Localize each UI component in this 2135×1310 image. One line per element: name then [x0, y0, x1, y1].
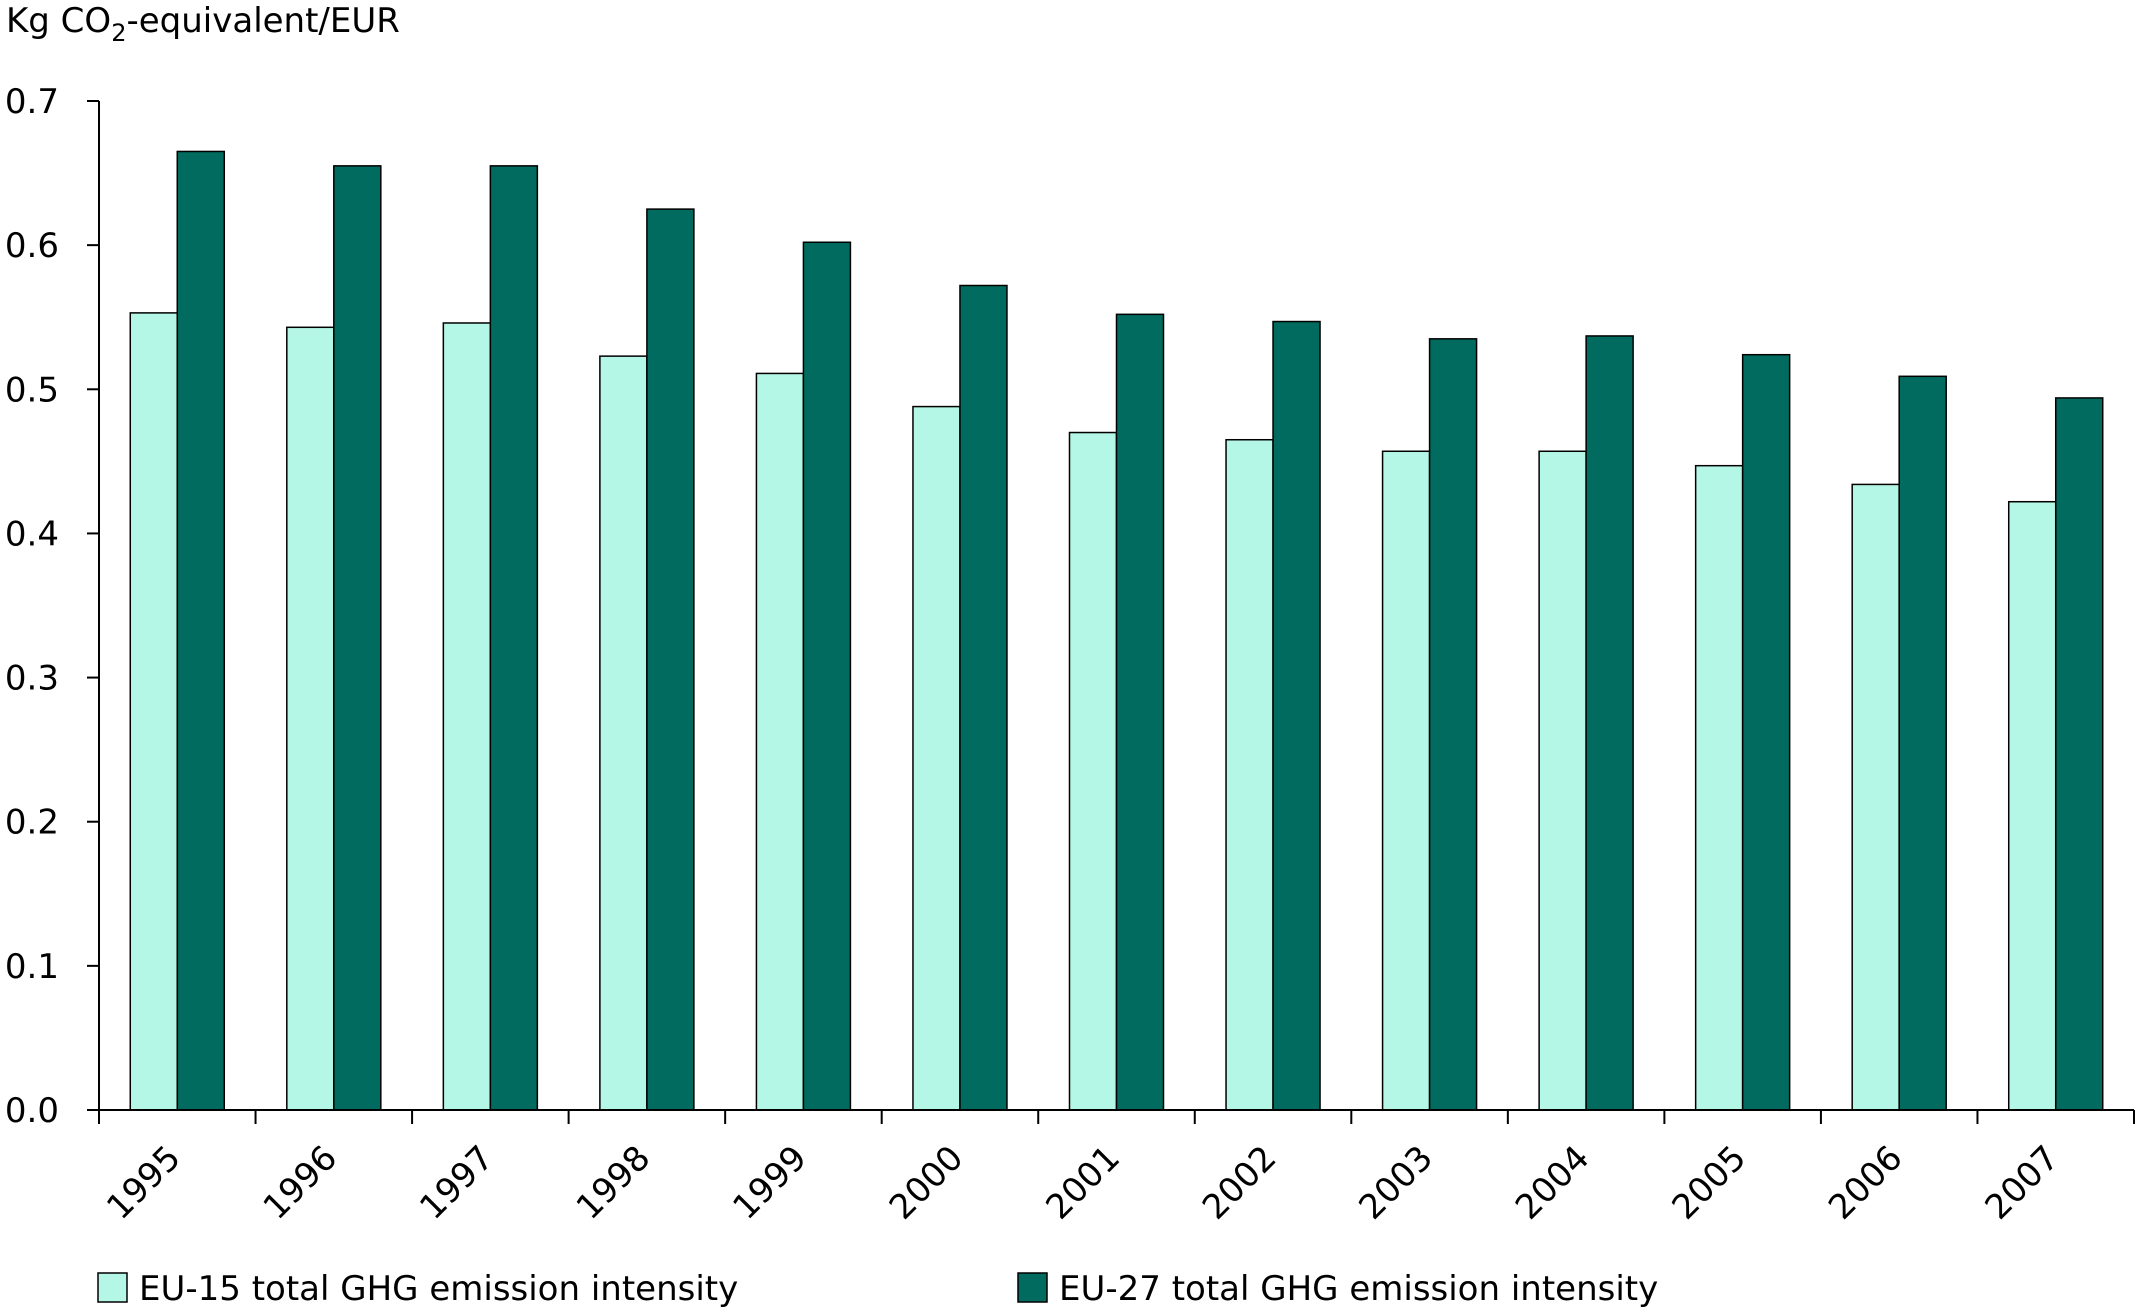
- bar: [1898, 375, 1947, 1111]
- legend-label: EU-15 total GHG emission intensity: [139, 1269, 738, 1309]
- y-tick-label: 0.0: [5, 1091, 59, 1131]
- x-tick-label: 2000: [882, 1138, 971, 1227]
- bar: [599, 355, 648, 1111]
- x-tick-label: 2001: [1038, 1138, 1127, 1227]
- y-tick-label: 0.6: [5, 226, 59, 266]
- x-tick-label: 2005: [1665, 1138, 1754, 1227]
- y-tick-label: 0.1: [5, 947, 59, 987]
- x-tick-label: 2006: [1821, 1138, 1910, 1227]
- bar: [2007, 500, 2057, 1111]
- bar: [1115, 313, 1165, 1111]
- x-tick-label: 2004: [1508, 1138, 1597, 1227]
- y-tick-label: 0.4: [5, 514, 59, 554]
- bar: [1694, 464, 1744, 1111]
- bar: [442, 322, 492, 1111]
- bar: [129, 312, 179, 1111]
- bar: [755, 372, 805, 1111]
- bar: [959, 284, 1008, 1111]
- bars: [129, 150, 2104, 1111]
- x-tick-label: 2007: [1978, 1138, 2067, 1227]
- x-tick-label: 1996: [256, 1138, 345, 1227]
- bar: [1068, 431, 1118, 1111]
- y-tick-label: 0.5: [5, 370, 59, 410]
- bar: [1225, 438, 1274, 1111]
- bar: [1741, 353, 1791, 1111]
- bar: [333, 165, 382, 1111]
- x-tick-label: 1995: [99, 1138, 188, 1227]
- legend: EU-15 total GHG emission intensity EU-27 …: [97, 1269, 1658, 1309]
- bar: [802, 241, 852, 1111]
- bar: [489, 165, 539, 1111]
- bar: [1381, 450, 1431, 1111]
- legend-swatch: [97, 1272, 128, 1303]
- bar: [646, 208, 695, 1111]
- bar: [912, 405, 961, 1111]
- bar: [176, 150, 226, 1111]
- x-tick-label: 1997: [412, 1138, 501, 1227]
- legend-swatch: [1017, 1272, 1048, 1303]
- bar: [1272, 320, 1321, 1111]
- y-tick-label: 0.3: [5, 659, 59, 699]
- x-tick-label: 1998: [569, 1138, 658, 1227]
- y-axis-label: Kg CO2-equivalent/EUR: [6, 1, 400, 47]
- y-tick-label: 0.2: [5, 803, 59, 843]
- x-tick-label: 2002: [1195, 1138, 1284, 1227]
- legend-label: EU-27 total GHG emission intensity: [1059, 1269, 1658, 1309]
- bar: [1538, 450, 1587, 1111]
- bar: [1851, 483, 1900, 1111]
- bar: [286, 326, 335, 1111]
- y-tick-label: 0.7: [5, 82, 59, 122]
- x-axis: 1995 1996 1997 1998 1999 2000 2001 2002 2003 2004…: [98, 1109, 2135, 1228]
- x-tick-label: 1999: [725, 1138, 814, 1227]
- bar: [2054, 397, 2104, 1111]
- bar: [1428, 338, 1478, 1111]
- y-axis: 0.0 0.1 0.2 0.3 0.4 0.5 0.6 0.7: [5, 82, 100, 1131]
- x-tick-label: 2003: [1351, 1138, 1440, 1227]
- bar: [1585, 335, 1634, 1111]
